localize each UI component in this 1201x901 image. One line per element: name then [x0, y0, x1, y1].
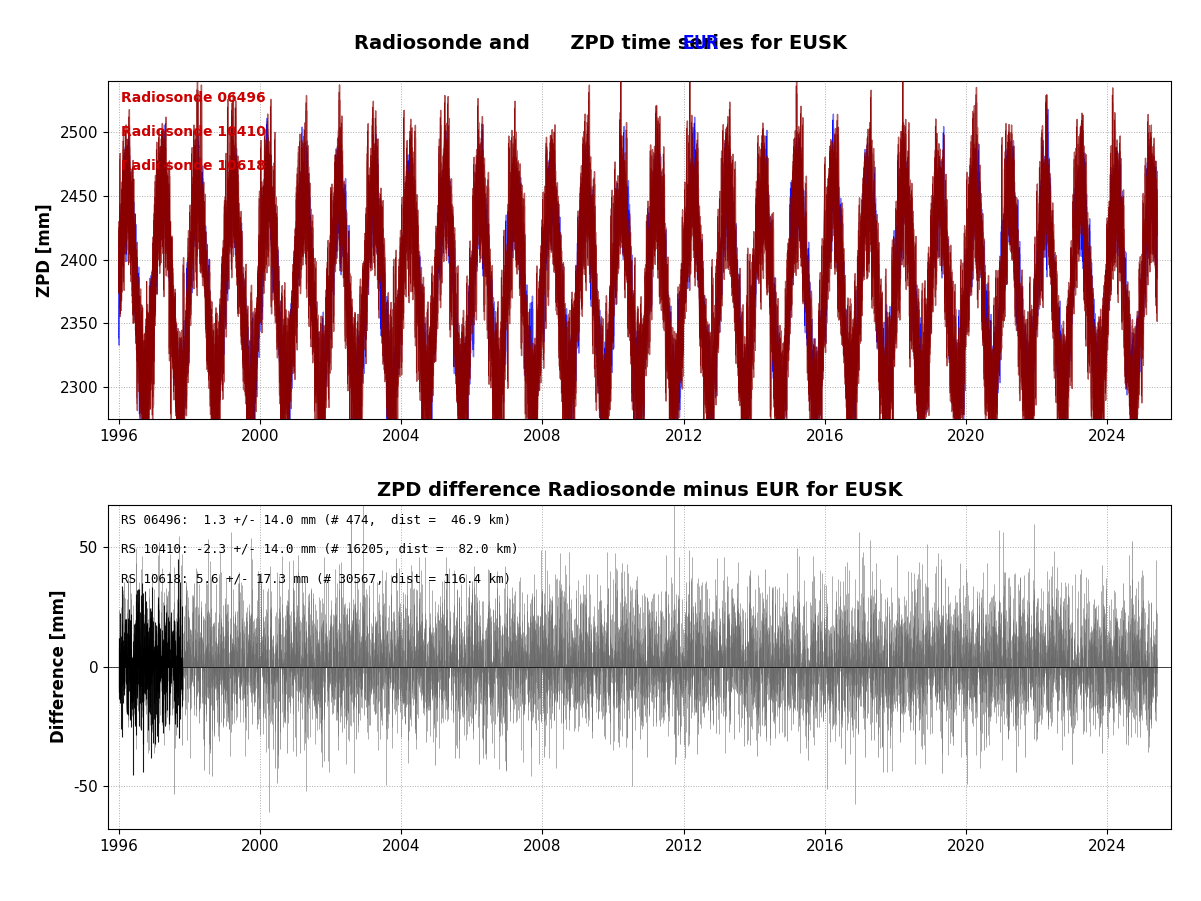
- Text: EUR: EUR: [483, 34, 718, 53]
- Text: Radiosonde and      ZPD time series for EUSK: Radiosonde and ZPD time series for EUSK: [354, 34, 847, 53]
- Text: Radiosonde 06496: Radiosonde 06496: [121, 91, 265, 105]
- Text: RS 10618: 5.6 +/- 17.3 mm (# 30567, dist = 116.4 km): RS 10618: 5.6 +/- 17.3 mm (# 30567, dist…: [121, 573, 510, 586]
- Text: Radiosonde 10410: Radiosonde 10410: [121, 125, 265, 139]
- Y-axis label: Difference [mm]: Difference [mm]: [50, 590, 68, 743]
- Title: ZPD difference Radiosonde minus EUR for EUSK: ZPD difference Radiosonde minus EUR for …: [377, 481, 902, 500]
- Text: Radiosonde 10618: Radiosonde 10618: [121, 159, 265, 173]
- Text: RS 10410: -2.3 +/- 14.0 mm (# 16205, dist =  82.0 km): RS 10410: -2.3 +/- 14.0 mm (# 16205, dis…: [121, 543, 519, 557]
- Y-axis label: ZPD [mm]: ZPD [mm]: [36, 204, 54, 296]
- Text: RS 06496:  1.3 +/- 14.0 mm (# 474,  dist =  46.9 km): RS 06496: 1.3 +/- 14.0 mm (# 474, dist =…: [121, 514, 510, 527]
